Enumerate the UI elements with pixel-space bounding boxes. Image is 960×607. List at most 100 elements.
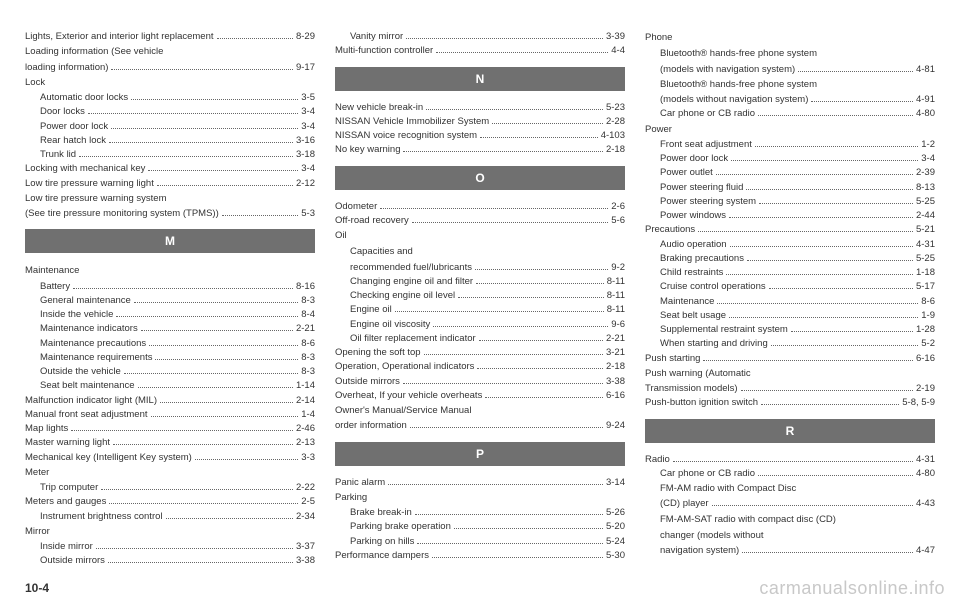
index-section-label: Maintenance xyxy=(25,263,315,279)
section-header: O xyxy=(335,166,625,190)
index-entry-page: 5-30 xyxy=(606,549,625,563)
index-entry-page: 8-11 xyxy=(607,303,625,317)
index-entry: Manual front seat adjustment1-4 xyxy=(25,408,315,422)
leader-dots xyxy=(141,330,293,331)
index-entry-page: 3-5 xyxy=(301,91,315,105)
index-entry-label: loading information) xyxy=(25,61,108,75)
index-entry-page: 3-38 xyxy=(606,375,625,389)
index-section-label: Oil xyxy=(335,228,625,244)
index-entry: Parking on hills5-24 xyxy=(335,535,625,549)
index-section-label: Push warning (Automatic xyxy=(645,366,935,382)
index-entry-label: Engine oil viscosity xyxy=(350,318,430,332)
index-entry-page: 9-6 xyxy=(611,318,625,332)
index-entry-label: Parking on hills xyxy=(350,535,414,549)
index-entry-page: 1-9 xyxy=(921,309,935,323)
index-entry: Changing engine oil and filter8-11 xyxy=(335,275,625,289)
index-entry-label: Multi-function controller xyxy=(335,44,433,58)
index-entry: Push starting6-16 xyxy=(645,352,935,366)
index-entry: Operation, Operational indicators2-18 xyxy=(335,360,625,374)
index-entry-page: 4-103 xyxy=(601,129,625,143)
index-section-label: Owner's Manual/Service Manual xyxy=(335,403,625,419)
leader-dots xyxy=(88,113,298,114)
index-entry-label: Parking brake operation xyxy=(350,520,451,534)
index-entry-label: Overheat, If your vehicle overheats xyxy=(335,389,482,403)
index-entry-page: 4-47 xyxy=(916,544,935,558)
leader-dots xyxy=(755,146,918,147)
index-entry-page: 4-43 xyxy=(916,497,935,511)
index-entry-label: Power steering fluid xyxy=(660,181,743,195)
index-entry-label: NISSAN voice recognition system xyxy=(335,129,477,143)
leader-dots xyxy=(432,557,603,558)
index-entry-label: Push-button ignition switch xyxy=(645,396,758,410)
leader-dots xyxy=(703,360,913,361)
leader-dots xyxy=(436,52,608,53)
index-entry: Lights, Exterior and interior light repl… xyxy=(25,30,315,44)
index-entry-label: Automatic door locks xyxy=(40,91,128,105)
index-entry-page: 3-18 xyxy=(296,148,315,162)
index-entry-label: Odometer xyxy=(335,200,377,214)
section-header: M xyxy=(25,229,315,253)
leader-dots xyxy=(726,274,913,275)
leader-dots xyxy=(412,222,609,223)
index-entry-label: General maintenance xyxy=(40,294,131,308)
index-entry: loading information)9-17 xyxy=(25,61,315,75)
index-entry-page: 3-37 xyxy=(296,540,315,554)
index-entry-label: Power door lock xyxy=(660,152,728,166)
leader-dots xyxy=(108,562,293,563)
index-entry: Mechanical key (Intelligent Key system)3… xyxy=(25,451,315,465)
index-entry: Meters and gauges2-5 xyxy=(25,495,315,509)
leader-dots xyxy=(747,260,913,261)
index-entry-page: 3-14 xyxy=(606,476,625,490)
index-entry-page: 1-4 xyxy=(301,408,315,422)
index-entry: Cruise control operations5-17 xyxy=(645,280,935,294)
index-section-label: Bluetooth® hands-free phone system xyxy=(645,77,935,93)
index-entry: Oil filter replacement indicator2-21 xyxy=(335,332,625,346)
index-entry-label: Cruise control operations xyxy=(660,280,766,294)
leader-dots xyxy=(138,387,293,388)
leader-dots xyxy=(673,461,913,462)
index-entry-page: 8-13 xyxy=(916,181,935,195)
index-entry-page: 5-8, 5-9 xyxy=(902,396,935,410)
leader-dots xyxy=(73,288,293,289)
index-entry-label: NISSAN Vehicle Immobilizer System xyxy=(335,115,489,129)
index-entry: Radio4-31 xyxy=(645,453,935,467)
index-entry-page: 2-28 xyxy=(606,115,625,129)
index-entry-page: 2-44 xyxy=(916,209,935,223)
index-entry-label: Seat belt maintenance xyxy=(40,379,135,393)
index-entry: Panic alarm3-14 xyxy=(335,476,625,490)
index-entry-page: 2-21 xyxy=(606,332,625,346)
index-entry: Maintenance8-6 xyxy=(645,295,935,309)
leader-dots xyxy=(79,156,293,157)
index-entry-page: 8-11 xyxy=(607,275,625,289)
leader-dots xyxy=(717,303,918,304)
index-section-label: Bluetooth® hands-free phone system xyxy=(645,46,935,62)
leader-dots xyxy=(480,137,598,138)
leader-dots xyxy=(111,128,298,129)
index-entry-page: 8-11 xyxy=(607,289,625,303)
index-entry: Engine oil viscosity 9-6 xyxy=(335,318,625,332)
index-entry: Trunk lid3-18 xyxy=(25,148,315,162)
index-entry-label: Map lights xyxy=(25,422,68,436)
section-header: P xyxy=(335,442,625,466)
index-entry: recommended fuel/lubricants9-2 xyxy=(335,261,625,275)
index-entry: Master warning light2-13 xyxy=(25,436,315,450)
index-entry: Outside mirrors3-38 xyxy=(25,554,315,568)
leader-dots xyxy=(758,115,913,116)
index-entry-page: 2-21 xyxy=(296,322,315,336)
index-entry-page: 5-3 xyxy=(301,207,315,221)
column-1: Lights, Exterior and interior light repl… xyxy=(25,30,315,569)
leader-dots xyxy=(731,160,918,161)
index-entry: Braking precautions5-25 xyxy=(645,252,935,266)
index-entry-label: Inside mirror xyxy=(40,540,93,554)
index-entry: Parking brake operation5-20 xyxy=(335,520,625,534)
index-entry: Instrument brightness control2-34 xyxy=(25,510,315,524)
index-entry: Engine oil8-11 xyxy=(335,303,625,317)
index-entry: Child restraints1-18 xyxy=(645,266,935,280)
index-entry-label: Maintenance requirements xyxy=(40,351,152,365)
index-entry-page: 2-19 xyxy=(916,382,935,396)
index-entry-page: 3-3 xyxy=(301,451,315,465)
leader-dots xyxy=(101,489,293,490)
leader-dots xyxy=(769,288,913,289)
index-entry: Push-button ignition switch 5-8, 5-9 xyxy=(645,396,935,410)
index-section-label: changer (models without xyxy=(645,528,935,544)
